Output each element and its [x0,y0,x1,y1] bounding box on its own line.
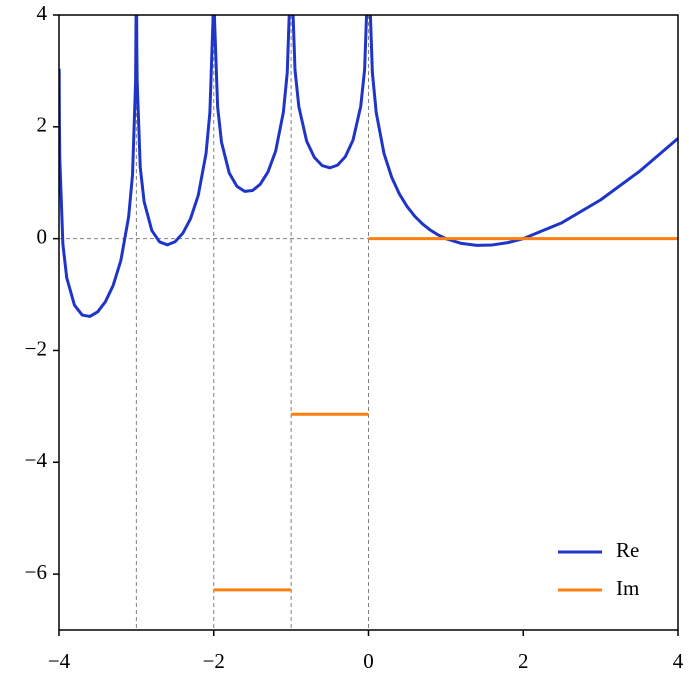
legend-label: Re [616,538,639,562]
x-tick-label: 4 [673,649,684,673]
y-tick-label: 0 [37,224,48,248]
legend-label: Im [616,576,639,600]
y-tick-label: 4 [37,1,48,25]
x-tick-label: 0 [363,649,374,673]
x-tick-label: 2 [518,649,529,673]
y-tick-label: −2 [25,336,47,360]
axes: −4 −2 0 2 4 −6 −4 −2 0 2 4 [25,1,684,673]
y-tick-label: 2 [37,113,48,137]
series-line [59,15,678,318]
y-tick-label: −6 [25,560,47,584]
legend: Re Im [558,538,639,600]
plot-area [59,15,678,592]
x-tick-label: −2 [203,649,225,673]
y-tick-label: −4 [25,448,48,472]
x-tick-label: −4 [48,649,71,673]
series-line [213,237,678,592]
reference-lines [59,15,678,630]
